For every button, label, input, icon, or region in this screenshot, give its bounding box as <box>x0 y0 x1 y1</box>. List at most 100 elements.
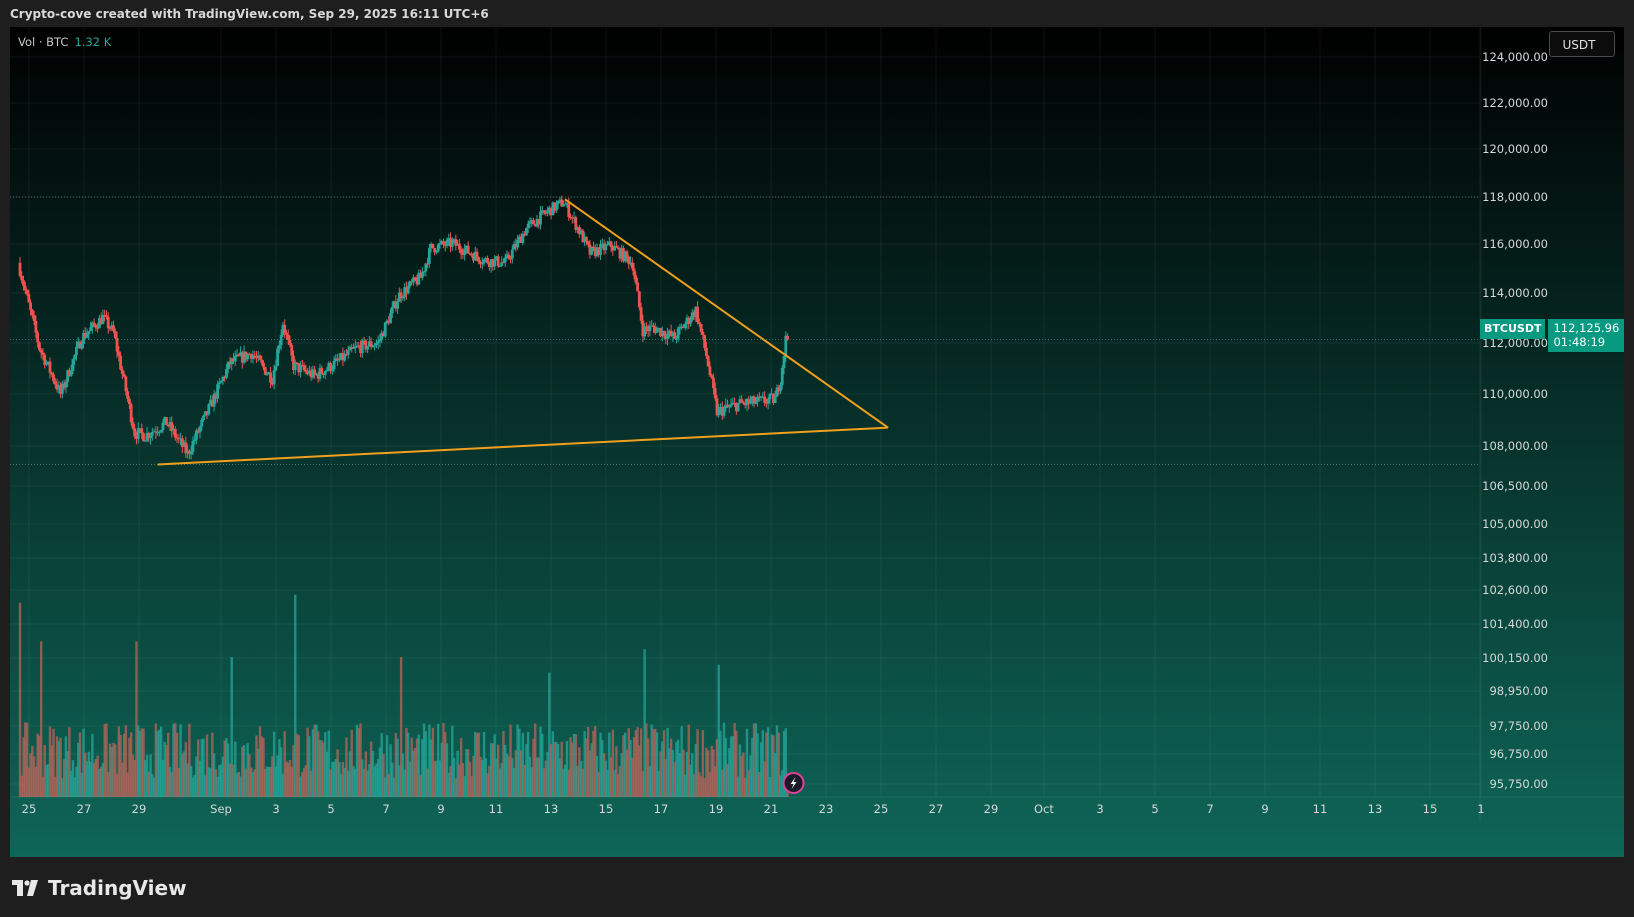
volume-bar <box>161 759 165 797</box>
volume-bar <box>399 657 403 797</box>
volume-bar <box>369 741 373 797</box>
candle-body <box>399 292 403 299</box>
volume-bar <box>708 772 712 797</box>
price-axis-label: 112,000.00 <box>1482 336 1548 350</box>
ascending-support-trendline[interactable] <box>157 426 889 466</box>
volume-bar <box>433 761 436 797</box>
volume-bar <box>509 724 512 797</box>
volume-bar <box>126 772 129 797</box>
volume-bar <box>731 736 735 797</box>
candle-body <box>300 365 304 367</box>
time-axis-label: 25 <box>22 802 37 816</box>
volume-bar <box>361 759 364 797</box>
candle-body <box>507 254 511 259</box>
volume-bar <box>602 753 606 797</box>
candlestick-chart[interactable]: 124,000.00 122,000.00 120,000.00 118,000.00… <box>10 27 1624 857</box>
volume-bar <box>177 767 181 797</box>
descending-resistance-trendline[interactable] <box>564 198 889 429</box>
volume-bar <box>156 731 159 797</box>
candle-body <box>277 345 281 349</box>
candle-body <box>722 408 726 416</box>
candle-body <box>251 355 255 359</box>
candle-body <box>433 248 437 253</box>
volume-bar <box>20 775 23 797</box>
candle-series <box>18 195 789 460</box>
candle-body <box>634 275 638 283</box>
time-axis-label: 27 <box>929 802 944 816</box>
volume-bar <box>488 765 491 797</box>
volume-bar <box>144 760 147 797</box>
flash-event-icon[interactable] <box>782 772 805 794</box>
volume-bar <box>705 747 708 797</box>
candle-body <box>112 325 115 332</box>
volume-bar <box>45 765 48 797</box>
volume-bar <box>66 751 69 797</box>
volume-bar <box>316 731 320 797</box>
volume-bar <box>445 743 449 797</box>
volume-bar <box>32 756 36 797</box>
candle-body <box>99 318 103 325</box>
volume-bar <box>532 738 535 797</box>
candle-body <box>590 246 594 255</box>
candle-body <box>595 247 599 256</box>
candle-body <box>232 358 235 362</box>
volume-bar <box>227 743 230 797</box>
volume-bar <box>110 747 113 797</box>
candle-body <box>669 330 673 336</box>
volume-bar <box>64 736 68 797</box>
volume-bar <box>500 762 503 797</box>
candle-body <box>22 280 25 286</box>
candle-body <box>532 220 535 225</box>
volume-bar <box>611 729 615 797</box>
volume-bar <box>661 741 664 797</box>
time-axis-label: Sep <box>210 802 232 816</box>
candle-body <box>230 358 234 365</box>
candle-body <box>120 369 124 375</box>
candle-body <box>719 407 722 409</box>
volume-bar <box>636 727 639 797</box>
candle-body <box>632 268 636 276</box>
time-axis-label: 25 <box>874 802 889 816</box>
volume-bar <box>544 760 548 797</box>
volume-bar <box>673 762 676 797</box>
chart-frame[interactable]: 124,000.00 122,000.00 120,000.00 118,000.00… <box>10 27 1624 857</box>
candle-body <box>390 306 394 314</box>
volume-bar <box>318 740 322 797</box>
time-axis-label: 7 <box>382 802 389 816</box>
volume-bar <box>751 738 754 797</box>
candle-body <box>599 243 602 255</box>
volume-bar <box>269 766 272 797</box>
candle-body <box>378 339 382 342</box>
candle-body <box>122 374 126 377</box>
candle-body <box>281 324 285 335</box>
volume-bar <box>426 768 429 797</box>
volume-bar <box>299 776 302 797</box>
volume-bar <box>135 641 138 797</box>
candle-body <box>276 348 280 366</box>
candle-body <box>533 224 537 227</box>
volume-bar <box>493 734 496 797</box>
candle-body <box>168 422 172 427</box>
price-axis-label: 110,000.00 <box>1482 387 1548 401</box>
candle-body <box>435 251 438 253</box>
volume-bar <box>474 731 477 797</box>
candle-body <box>620 248 624 259</box>
volume-bar <box>691 753 694 797</box>
candle-body <box>80 343 84 349</box>
currency-selector-button[interactable]: USDT <box>1549 31 1615 57</box>
candle-body <box>597 247 601 255</box>
candle-body <box>228 361 232 365</box>
volume-bar <box>343 767 346 797</box>
candle-body <box>286 334 290 340</box>
tradingview-brand[interactable]: TradingView <box>12 876 187 900</box>
volume-bar <box>408 761 412 797</box>
volume-bar <box>304 765 308 797</box>
volume-bar <box>507 756 510 797</box>
volume-bar <box>689 764 692 797</box>
volume-bar <box>119 734 122 797</box>
volume-bar <box>105 723 108 797</box>
candle-body <box>320 367 324 374</box>
candle-body <box>330 369 334 372</box>
volume-bar <box>398 765 401 797</box>
candle-body <box>539 211 542 225</box>
